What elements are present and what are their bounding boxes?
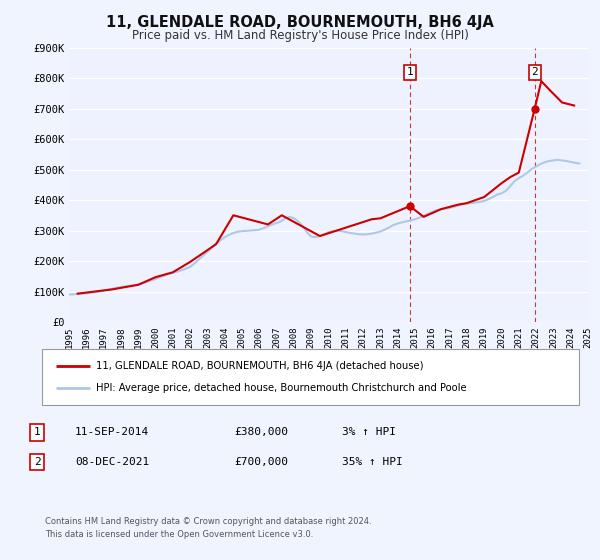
Text: 1: 1 bbox=[34, 427, 41, 437]
Text: HPI: Average price, detached house, Bournemouth Christchurch and Poole: HPI: Average price, detached house, Bour… bbox=[96, 383, 467, 393]
Text: 35% ↑ HPI: 35% ↑ HPI bbox=[342, 457, 403, 467]
Text: Contains HM Land Registry data © Crown copyright and database right 2024.: Contains HM Land Registry data © Crown c… bbox=[45, 517, 371, 526]
Text: This data is licensed under the Open Government Licence v3.0.: This data is licensed under the Open Gov… bbox=[45, 530, 313, 539]
Text: £700,000: £700,000 bbox=[234, 457, 288, 467]
Text: 1: 1 bbox=[406, 67, 413, 77]
Text: 11-SEP-2014: 11-SEP-2014 bbox=[75, 427, 149, 437]
Text: 11, GLENDALE ROAD, BOURNEMOUTH, BH6 4JA: 11, GLENDALE ROAD, BOURNEMOUTH, BH6 4JA bbox=[106, 15, 494, 30]
Text: 2: 2 bbox=[34, 457, 41, 467]
Text: 2: 2 bbox=[532, 67, 538, 77]
Text: 11, GLENDALE ROAD, BOURNEMOUTH, BH6 4JA (detached house): 11, GLENDALE ROAD, BOURNEMOUTH, BH6 4JA … bbox=[96, 361, 424, 371]
Text: Price paid vs. HM Land Registry's House Price Index (HPI): Price paid vs. HM Land Registry's House … bbox=[131, 29, 469, 42]
Text: 08-DEC-2021: 08-DEC-2021 bbox=[75, 457, 149, 467]
Text: £380,000: £380,000 bbox=[234, 427, 288, 437]
Text: 3% ↑ HPI: 3% ↑ HPI bbox=[342, 427, 396, 437]
